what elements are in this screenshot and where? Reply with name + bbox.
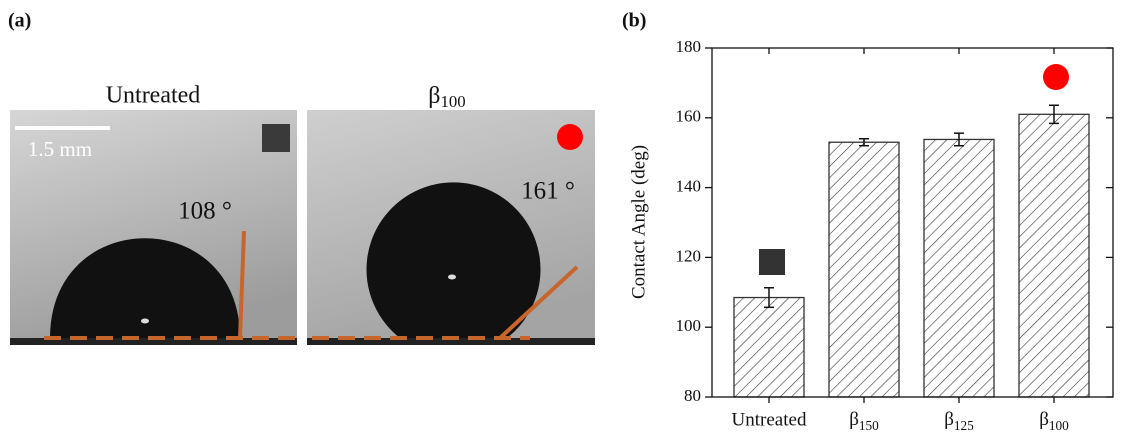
scale-bar-label: 1.5 mm (28, 137, 92, 161)
bar (734, 298, 804, 397)
angle-label: 161 ° (521, 178, 575, 205)
image-title: Untreated (106, 83, 201, 109)
panel-label: (a) (8, 10, 31, 32)
sample-marker (1043, 64, 1069, 90)
x-tick-label: β100 (1039, 409, 1069, 433)
image-title: β100 (428, 83, 465, 111)
y-tick-label: 120 (676, 246, 702, 265)
x-tick-label: β125 (944, 409, 974, 433)
panel-label: (b) (622, 10, 646, 32)
figure: (a) 1.5 mm Untreated 108 ° β100 161 ° (b… (0, 0, 1127, 435)
x-tick-label: β150 (849, 409, 879, 433)
bar (924, 139, 994, 397)
y-tick-label: 160 (676, 107, 702, 126)
y-axis-label: Contact Angle (deg) (628, 145, 649, 299)
bar (829, 142, 899, 397)
photo-beta100 (307, 110, 595, 345)
sample-marker (759, 249, 785, 275)
y-tick-label: 140 (676, 177, 702, 196)
y-tick-label: 80 (684, 386, 701, 405)
x-tick-label: Untreated (732, 409, 807, 430)
y-tick-label: 100 (676, 316, 702, 335)
bar (1019, 114, 1089, 397)
y-tick-label: 180 (676, 37, 702, 56)
angle-label: 108 ° (178, 198, 232, 225)
